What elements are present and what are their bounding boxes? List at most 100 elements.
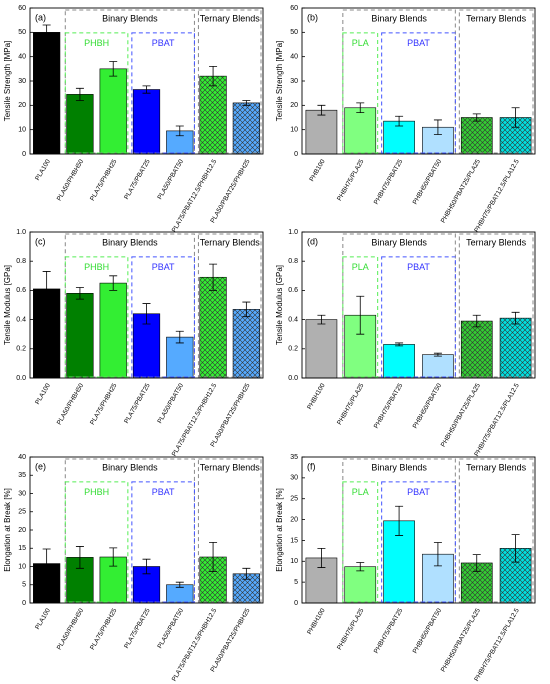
y-tick-label: 25: [290, 496, 298, 503]
error-bar: [42, 548, 51, 579]
x-tick-label: PHBH50/PBAT50: [412, 382, 444, 430]
binary-label: Binary Blends: [102, 462, 158, 472]
bar: [383, 344, 415, 379]
x-tick-label: PHBH75/PLA25: [336, 158, 366, 202]
error-bar: [209, 542, 218, 573]
error-bar: [109, 275, 118, 291]
x-tick-label: PLA50/PHBH50: [56, 158, 86, 202]
error-bar: [209, 263, 218, 291]
group1-label: PHBH: [84, 38, 109, 48]
error-bar-line: [242, 567, 251, 580]
error-bar: [75, 287, 84, 300]
binary-label: Binary Blends: [371, 13, 427, 23]
error-bar-line: [433, 119, 442, 135]
group1-label: PLA: [352, 38, 369, 48]
error-bar-line: [209, 66, 218, 87]
bar: [99, 68, 127, 155]
y-tick-label: 0.8: [288, 258, 298, 265]
bar: [33, 32, 61, 155]
plot-frame: [301, 231, 536, 379]
x-tick-label: PLA100: [34, 158, 52, 182]
error-bar-line: [472, 554, 481, 572]
x-tick-label: PLA75/PHBH25: [89, 382, 119, 426]
y-axis-label: Tensile Strength [MPa]: [275, 41, 284, 121]
bar: [422, 354, 454, 379]
bar: [66, 94, 94, 155]
error-bar-line: [175, 125, 184, 137]
error-bar: [433, 542, 442, 567]
x-tick-label: PLA75/PHBH25: [89, 607, 119, 651]
error-bar: [472, 113, 481, 122]
error-bar: [317, 314, 326, 325]
error-bar-line: [42, 548, 51, 579]
y-tick-label: 60: [18, 5, 26, 12]
x-tick-label: PHBH50/PBAT50: [412, 607, 444, 655]
error-bar: [356, 295, 365, 335]
y-tick-label: 30: [290, 475, 298, 482]
x-tick-label: PLA75/PBAT25: [123, 607, 152, 650]
y-tick-label: 0.4: [288, 316, 298, 323]
error-bar: [242, 567, 251, 580]
y-tick-label: 0.8: [16, 258, 26, 265]
group1-label: PHBH: [84, 262, 109, 272]
group2-label: PBAT: [152, 487, 175, 497]
error-bar: [175, 330, 184, 344]
binary-label: Binary Blends: [102, 237, 158, 247]
plot-frame: [29, 7, 264, 155]
y-tick-label: 30: [290, 78, 298, 85]
y-axis-label: Elongation at Break [%]: [3, 488, 12, 572]
group2-box: [381, 481, 456, 603]
error-bar: [511, 311, 520, 325]
ternary-box: [197, 233, 262, 378]
y-tick-label: 50: [290, 29, 298, 36]
y-axis-label: Elongation at Break [%]: [275, 488, 284, 572]
x-tick-label: PHBH75/PBAT25: [373, 158, 405, 206]
error-bar: [242, 100, 251, 106]
group1-box: [342, 481, 379, 603]
error-bar-line: [472, 113, 481, 122]
error-bar-line: [356, 562, 365, 572]
ternary-label: Ternary Blends: [200, 462, 261, 472]
error-bar-line: [395, 505, 404, 536]
y-tick-label: 30: [18, 78, 26, 85]
bar: [305, 319, 338, 379]
group2-label: PBAT: [407, 262, 430, 272]
y-tick-label: 10: [18, 127, 26, 134]
x-tick-label: PHBH50/PBAT25/PLA25: [440, 607, 482, 673]
error-bar: [75, 546, 84, 569]
x-tick-label: PHBH100: [306, 607, 327, 636]
group1-box: [342, 256, 379, 378]
x-tick-label: PLA50/PBAT25/PHBH25: [209, 607, 251, 673]
y-tick-label: 30: [18, 490, 26, 497]
error-bar: [356, 562, 365, 572]
group2-label: PBAT: [152, 38, 175, 48]
group2-box: [381, 32, 456, 154]
error-bar-line: [395, 115, 404, 127]
error-bar: [317, 547, 326, 568]
panel-label: (e): [35, 461, 46, 471]
y-tick-label: 50: [18, 29, 26, 36]
error-bar-line: [317, 314, 326, 325]
error-bar: [356, 102, 365, 114]
x-tick-label: PHBH75/PLA25: [336, 607, 366, 651]
group1-label: PLA: [352, 487, 369, 497]
x-tick-label: PLA100: [34, 607, 52, 631]
error-bar: [433, 119, 442, 135]
x-tick-label: PLA75/PBAT25: [123, 158, 152, 201]
error-bar: [511, 534, 520, 563]
y-tick-label: 0.4: [16, 316, 26, 323]
error-bar-line: [356, 295, 365, 335]
y-tick-label: 1.0: [16, 229, 26, 236]
group2-label: PBAT: [407, 487, 430, 497]
group1-box: [64, 32, 129, 154]
error-bar: [42, 271, 51, 307]
error-bar-line: [511, 534, 520, 563]
error-bar-line: [109, 61, 118, 77]
ternary-label: Ternary Blends: [200, 237, 261, 247]
ternary-box: [197, 9, 262, 154]
error-bar: [42, 24, 51, 41]
x-tick-label: PHBH75/PBAT12.5/PLA12.5: [473, 607, 521, 683]
bar: [199, 276, 227, 379]
error-bar: [433, 352, 442, 357]
